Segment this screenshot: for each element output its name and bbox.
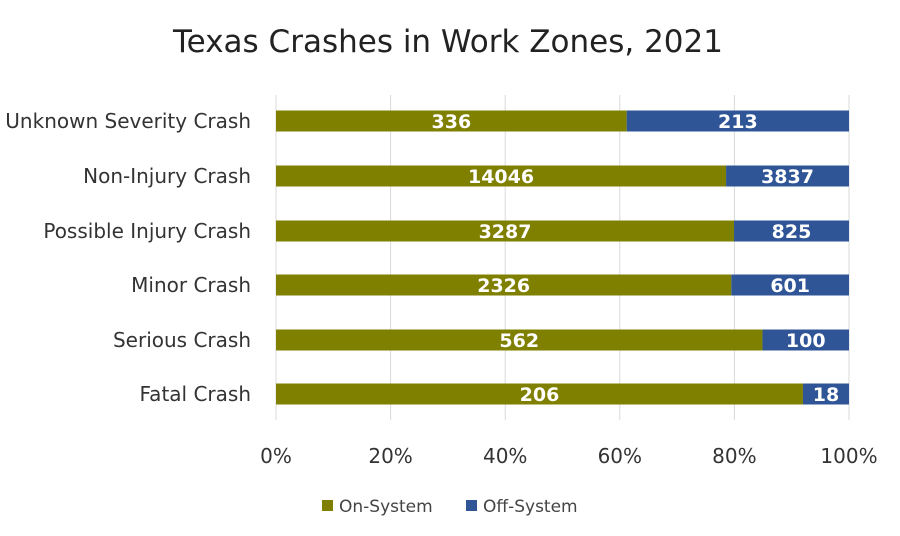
bars: 336 213 14046 3837 3287 825 2326 601 562 100 206 18: [276, 110, 849, 406]
x-tick-label: 20%: [368, 444, 412, 468]
data-label: 2326: [477, 275, 530, 297]
legend: On-System Off-System: [322, 497, 578, 517]
data-label: 336: [432, 111, 472, 133]
bar-segment-off-system: [726, 165, 849, 187]
data-label: 825: [772, 221, 812, 243]
x-tick-label: 0%: [260, 444, 292, 468]
data-label: 213: [718, 111, 758, 133]
data-label: 100: [786, 330, 826, 352]
category-label: Unknown Severity Crash: [5, 109, 251, 133]
data-label: 14046: [468, 166, 534, 188]
data-label: 3287: [479, 221, 532, 243]
data-label: 601: [770, 275, 810, 297]
bar-segment-off-system: [731, 274, 849, 296]
category-label: Possible Injury Crash: [43, 219, 251, 243]
bar-segment-on-system: [276, 110, 627, 132]
bar-segment-on-system: [276, 383, 803, 405]
data-label: 562: [499, 330, 539, 352]
bar-segment-on-system: [276, 329, 763, 351]
legend-label: On-System: [339, 497, 433, 517]
data-label: 206: [520, 384, 560, 406]
bar-segment-off-system: [762, 329, 849, 351]
bar-segment-on-system: [276, 274, 732, 296]
bar-segment-off-system: [626, 110, 849, 132]
legend-label: Off-System: [483, 497, 578, 517]
legend-swatch: [322, 500, 333, 511]
category-label: Non-Injury Crash: [83, 164, 251, 188]
x-tick-label: 80%: [712, 444, 756, 468]
legend-swatch: [466, 500, 477, 511]
x-tick-label: 40%: [483, 444, 527, 468]
data-label: 18: [813, 384, 839, 406]
bar-segment-on-system: [276, 165, 727, 187]
category-label: Fatal Crash: [140, 382, 251, 406]
x-axis-ticks: 0% 20% 40% 60% 80% 100%: [260, 444, 877, 468]
data-label: 3837: [761, 166, 814, 188]
chart-title: Texas Crashes in Work Zones, 2021: [172, 24, 723, 60]
bar-segment-on-system: [276, 220, 735, 242]
category-labels: Unknown Severity Crash Non-Injury Crash Po…: [5, 109, 251, 406]
gridlines: [275, 95, 850, 420]
x-tick-label: 60%: [598, 444, 642, 468]
x-tick-label: 100%: [820, 444, 877, 468]
bar-segment-off-system: [734, 220, 849, 242]
category-label: Serious Crash: [113, 328, 251, 352]
bar-segment-off-system: [802, 383, 849, 405]
category-label: Minor Crash: [131, 273, 251, 297]
